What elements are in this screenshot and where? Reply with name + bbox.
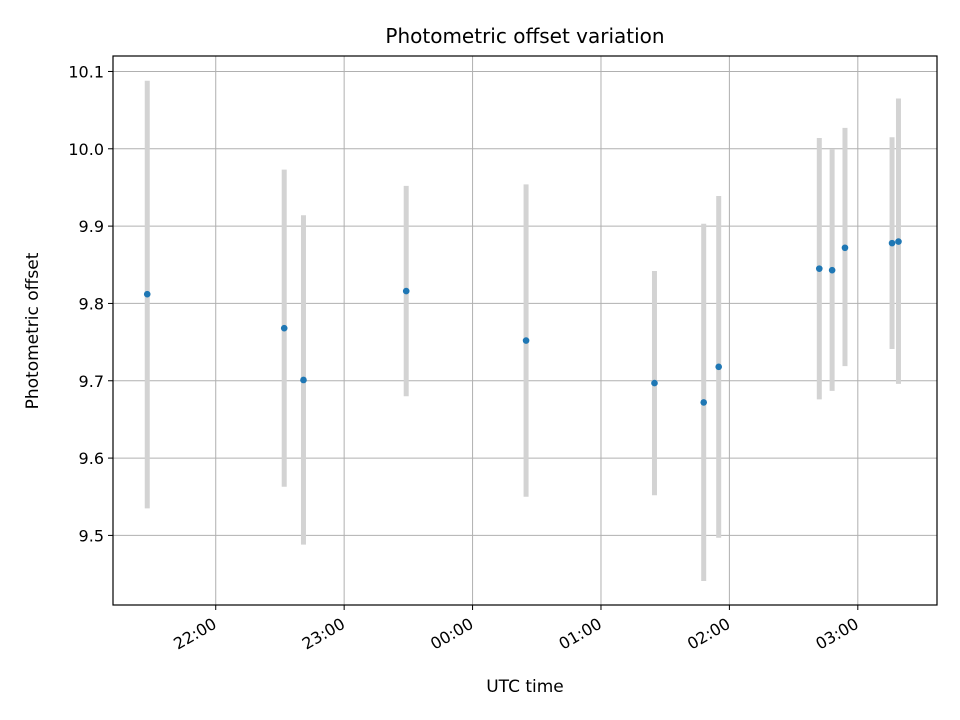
data-point	[300, 376, 307, 384]
data-point	[522, 337, 530, 344]
data-point	[402, 287, 410, 295]
data-point	[841, 244, 849, 252]
y-tick-label: 9.9	[79, 217, 104, 236]
y-axis-ticks: 9.5 9.6 9.7 9.8 9.9 10.0 10.1	[68, 62, 113, 545]
y-tick-label: 10.1	[68, 62, 104, 81]
data-point	[715, 363, 722, 371]
y-tick-label: 9.6	[79, 449, 104, 468]
data-point	[888, 239, 896, 247]
data-point	[651, 379, 658, 387]
data-point	[280, 324, 288, 332]
y-tick-label: 10.0	[68, 140, 104, 159]
y-tick-label: 9.5	[79, 526, 104, 545]
plot-frame	[112, 55, 938, 606]
data-point	[815, 265, 823, 272]
x-axis-label: UTC time	[486, 677, 564, 697]
data-point	[895, 238, 902, 245]
y-tick-label: 9.8	[79, 294, 104, 313]
data-point	[828, 266, 836, 274]
y-tick-label: 9.7	[79, 372, 104, 391]
y-axis-label: Photometric offset	[23, 252, 43, 409]
data-points	[143, 238, 902, 406]
data-point	[143, 290, 151, 298]
data-point	[700, 399, 708, 406]
chart-title: Photometric offset variation	[385, 24, 664, 48]
